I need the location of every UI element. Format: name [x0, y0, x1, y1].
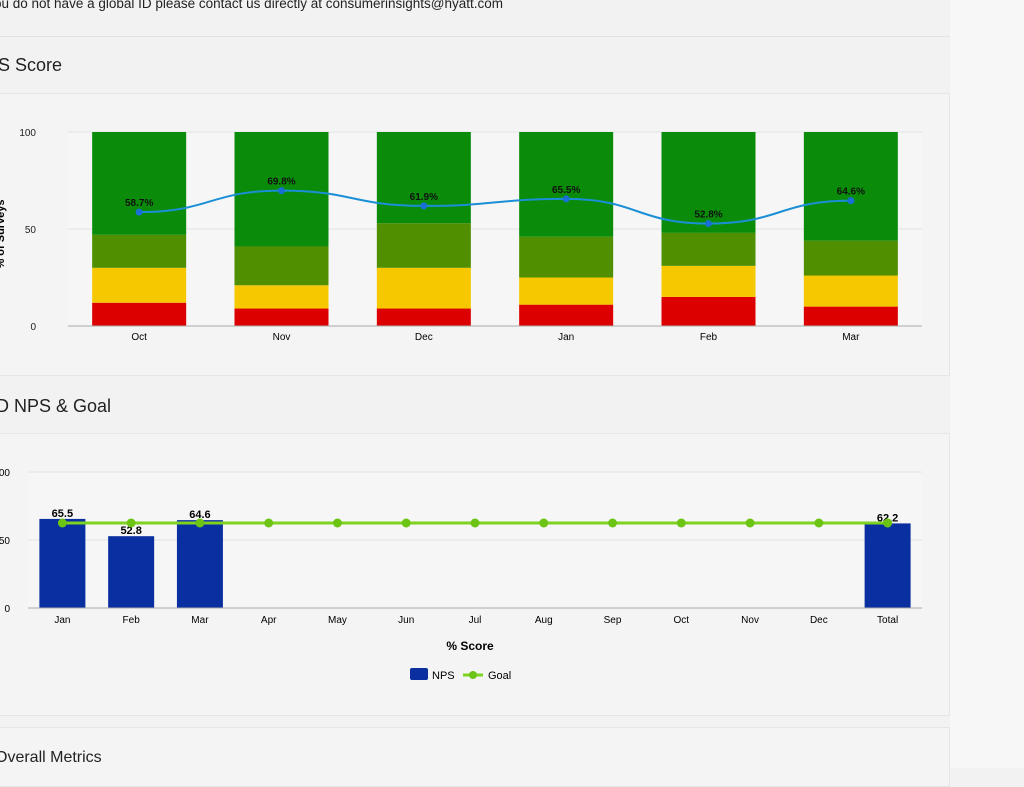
goal-point	[401, 518, 411, 528]
goal-point	[264, 518, 274, 528]
x-tick-label: Sep	[604, 615, 622, 626]
goal-point	[539, 518, 549, 528]
goal-point	[883, 518, 893, 528]
stacked-bar-segment	[661, 132, 756, 233]
ytd-nps-goal-chart: 0 50 100 65.5 Jan 52.8 Feb 64.6 Mar Apr May Jun Jul A…	[0, 468, 922, 682]
nps-score-title: S Score	[0, 55, 63, 75]
x-tick-label: Dec	[810, 615, 828, 626]
stacked-bar-segment	[803, 132, 898, 241]
nps-point	[562, 195, 570, 203]
goal-point	[745, 518, 755, 528]
stacked-bar-segment	[519, 304, 614, 326]
stacked-bar-segment	[661, 232, 756, 266]
y-tick-label: 0	[30, 322, 36, 333]
x-tick-label: Oct	[131, 332, 147, 343]
goal-point	[195, 518, 205, 528]
nps-score-panel: 0 50 100 % of Surveys Oct Nov Dec Jan Feb Mar 58.7…	[0, 93, 950, 376]
overall-metrics-title: Overall Metrics	[0, 749, 102, 766]
y-tick-label: 0	[4, 604, 10, 615]
x-axis-label: % Score	[446, 639, 494, 653]
nps-bar	[176, 520, 223, 608]
stacked-bar-segment	[376, 308, 471, 326]
nps-bar-label: 65.5	[52, 508, 73, 520]
x-tick-label: May	[328, 615, 347, 626]
x-tick-label: Jun	[398, 615, 414, 626]
nps-bar	[39, 518, 86, 608]
stacked-bar-segment	[519, 277, 614, 305]
legend-goal-marker	[469, 671, 477, 679]
goal-point	[814, 518, 824, 528]
y-tick-label: 100	[0, 468, 10, 479]
nps-point	[705, 220, 712, 228]
nps-score-chart: 0 50 100 % of Surveys Oct Nov Dec Jan Feb Mar 58.7…	[0, 128, 922, 343]
y-tick-label: 50	[0, 536, 10, 547]
x-tick-label: Apr	[261, 615, 277, 626]
goal-point	[676, 518, 686, 528]
nps-data-label: 69.8%	[267, 177, 295, 188]
goal-point	[126, 518, 136, 528]
stacked-bar-segment	[234, 246, 329, 286]
nps-point	[420, 202, 428, 210]
nps-data-label: 52.8%	[694, 210, 722, 221]
x-tick-label: Total	[877, 615, 898, 626]
legend-nps-swatch	[410, 668, 428, 680]
goal-point	[332, 518, 342, 528]
stacked-bar-segment	[661, 265, 756, 297]
stacked-bar-segment	[803, 275, 898, 307]
page-margin	[950, 0, 1024, 768]
nps-point	[135, 208, 143, 216]
stacked-bar-segment	[376, 267, 471, 309]
stacked-bar-segment	[519, 132, 614, 237]
stacked-bar-segment	[92, 267, 187, 303]
nps-point	[847, 197, 855, 205]
x-tick-label: Mar	[191, 615, 209, 626]
nps-data-label: 61.9%	[410, 192, 438, 203]
legend-goal-label: Goal	[488, 670, 511, 682]
overall-metrics-panel	[0, 727, 950, 787]
stacked-bar-segment	[234, 285, 329, 309]
nps-point	[278, 187, 285, 195]
nps-bar-label: 64.6	[189, 509, 210, 521]
global-id-notice: ou do not have a global ID please contac…	[0, 0, 503, 11]
x-tick-label: Feb	[700, 332, 718, 343]
stacked-bar-segment	[803, 306, 898, 326]
stacked-bar-segment	[803, 240, 898, 276]
stacked-bar-segment	[234, 308, 329, 326]
goal-point	[608, 518, 618, 528]
ytd-nps-goal-panel: 0 50 100 65.5 Jan 52.8 Feb 64.6 Mar Apr May Jun Jul A…	[0, 433, 950, 716]
x-tick-label: Oct	[674, 615, 690, 626]
x-tick-label: Nov	[273, 332, 291, 343]
stacked-bar-segment	[376, 132, 471, 224]
nps-bar-label: 52.8	[120, 525, 141, 537]
legend-nps-label: NPS	[432, 670, 455, 682]
x-tick-label: Dec	[415, 332, 433, 343]
nps-line	[139, 189, 851, 225]
y-axis-label: % of Surveys	[0, 199, 7, 268]
nps-data-label: 58.7%	[125, 198, 153, 209]
divider	[0, 36, 950, 37]
stacked-bar-segment	[519, 236, 614, 278]
x-tick-label: Jul	[469, 615, 482, 626]
y-tick-label: 50	[25, 225, 37, 236]
nps-bar-label: 62.2	[877, 512, 898, 524]
nps-data-label: 64.6%	[837, 187, 865, 198]
nps-bar	[108, 536, 155, 608]
nps-data-label: 65.5%	[552, 185, 580, 196]
x-tick-label: Aug	[535, 615, 553, 626]
nps-bar	[864, 523, 911, 608]
x-tick-label: Nov	[741, 615, 759, 626]
y-tick-label: 100	[19, 128, 36, 139]
stacked-bar-segment	[92, 234, 187, 268]
goal-point	[470, 518, 480, 528]
stacked-bar-segment	[92, 302, 187, 326]
stacked-bar-segment	[661, 296, 756, 326]
x-tick-label: Mar	[842, 332, 860, 343]
stacked-bar-segment	[92, 132, 187, 235]
ytd-nps-goal-title: D NPS & Goal	[0, 396, 112, 416]
x-tick-label: Feb	[123, 615, 141, 626]
x-tick-label: Jan	[558, 332, 574, 343]
stacked-bar-segment	[376, 223, 471, 268]
goal-point	[57, 518, 67, 528]
x-tick-label: Jan	[54, 615, 70, 626]
